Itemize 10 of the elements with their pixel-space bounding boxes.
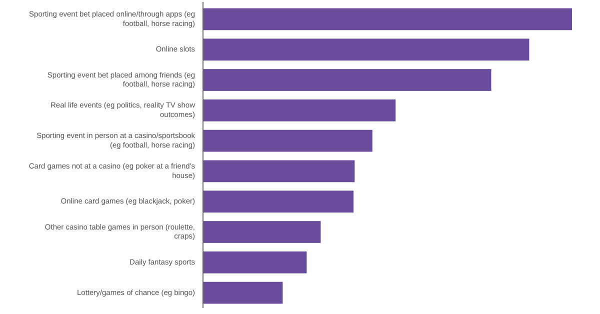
bar: [203, 99, 396, 122]
bar: [203, 69, 492, 91]
bar: [203, 221, 321, 243]
bar: [203, 130, 372, 152]
bar: [203, 282, 283, 304]
bar: [203, 251, 307, 274]
bar: [203, 8, 572, 30]
bar: [203, 190, 354, 213]
bar: [203, 160, 355, 182]
bar: [203, 38, 530, 61]
